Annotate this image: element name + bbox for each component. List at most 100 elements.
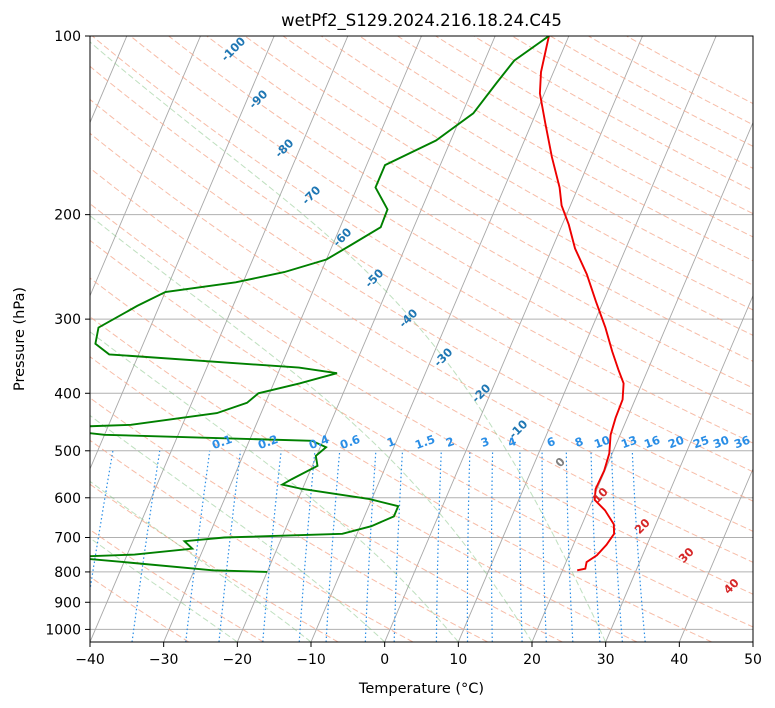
mixing-ratio-label: 1 — [385, 434, 397, 450]
mixing-ratio-line — [218, 450, 242, 642]
y-tick-label: 400 — [54, 386, 81, 402]
y-tick-label: 700 — [54, 531, 81, 547]
dry-adiabat — [90, 65, 753, 473]
moist-adiabat — [90, 215, 533, 642]
dry-adiabat-label: -30 — [431, 345, 456, 370]
mixing-ratio-label: 16 — [642, 433, 662, 452]
mixing-ratio-line — [610, 450, 623, 642]
dry-adiabat — [320, 36, 753, 286]
isotherm-line — [90, 36, 349, 642]
mixing-ratio-label: 1.5 — [413, 432, 437, 452]
x-tick-label: 40 — [670, 652, 688, 668]
x-tick-label: 20 — [523, 652, 541, 668]
mixing-ratio-label: 25 — [691, 433, 711, 452]
y-tick-label: 800 — [54, 565, 81, 581]
mixing-ratio-label: 6 — [545, 434, 557, 450]
isotherm-line — [752, 640, 753, 642]
mixing-ratio-label: 0.4 — [307, 432, 331, 452]
x-tick-label: −20 — [223, 652, 253, 668]
y-tick-label: 900 — [54, 595, 81, 611]
dry-adiabat — [90, 529, 264, 642]
mixing-ratio-label: 0.2 — [256, 432, 280, 452]
dry-adiabat-label: -100 — [218, 34, 248, 64]
dry-adiabat-label: -40 — [396, 306, 421, 331]
y-tick-label: 1000 — [45, 622, 81, 638]
dry-adiabat — [90, 167, 753, 563]
dry-adiabat — [549, 36, 753, 147]
isotherm-line — [90, 36, 201, 297]
dry-adiabat — [90, 397, 488, 642]
temperature-line — [538, 36, 625, 572]
mixing-ratio-line — [490, 450, 494, 642]
dry-adiabat — [130, 36, 753, 416]
mixing-ratio-line — [131, 450, 161, 642]
moist-adiabat-label: 10 — [590, 485, 611, 506]
mixing-ratio-label: 8 — [573, 434, 585, 450]
isotherm-line — [457, 36, 717, 642]
y-tick-label: 600 — [54, 491, 81, 507]
dry-adiabat-label: -70 — [299, 183, 324, 208]
moist-adiabat-label: 40 — [721, 576, 742, 597]
dry-adiabat — [435, 36, 753, 215]
y-tick-label: 100 — [54, 29, 81, 45]
y-tick-label: 300 — [54, 312, 81, 328]
x-tick-label: −10 — [296, 652, 326, 668]
y-tick-label: 500 — [54, 444, 81, 460]
mixing-ratio-label: 13 — [619, 433, 639, 452]
y-axis-label: Pressure (hPa) — [12, 287, 28, 391]
x-tick-label: −30 — [149, 652, 179, 668]
mixing-ratio-label: 30 — [711, 433, 731, 452]
isotherm-line — [163, 36, 422, 642]
mixing-ratio-line — [298, 450, 316, 642]
dry-adiabat — [90, 132, 753, 532]
x-tick-label: 50 — [744, 652, 762, 668]
isotherm-line — [605, 294, 753, 642]
dry-adiabat-label: -80 — [272, 136, 297, 161]
isotherm-line — [531, 121, 753, 642]
dry-adiabat — [473, 36, 753, 192]
dry-adiabat — [91, 36, 753, 444]
dry-adiabat — [90, 98, 753, 502]
moist-adiabat — [90, 537, 238, 642]
moist-adiabat — [90, 480, 312, 642]
dry-adiabat — [90, 277, 712, 642]
mixing-ratio-label: 10 — [592, 433, 612, 452]
isotherm-line — [678, 467, 753, 642]
moist-adiabat — [90, 41, 607, 642]
dry-adiabat — [90, 356, 563, 642]
dry-adiabat — [397, 36, 753, 238]
mixing-ratio-label: 2 — [444, 434, 456, 450]
moist-adiabat — [90, 414, 386, 642]
mixing-ratio-line — [90, 450, 114, 594]
x-tick-label: 10 — [449, 652, 467, 668]
mixing-ratio-line — [590, 450, 601, 642]
moist-adiabat-label: 20 — [632, 516, 653, 537]
moist-adiabat-label: 30 — [676, 545, 697, 566]
mixing-ratio-line — [565, 450, 574, 642]
dry-adiabat — [282, 36, 753, 311]
dry-adiabat-label: -50 — [362, 266, 387, 291]
isotherm-line — [384, 36, 643, 642]
mixing-ratio-label: 3 — [479, 434, 491, 450]
x-tick-label: −40 — [75, 652, 105, 668]
dry-adiabat — [359, 36, 753, 262]
x-axis-label: Temperature (°C) — [358, 681, 484, 697]
isotherm-line — [236, 36, 496, 642]
dry-adiabat — [511, 36, 753, 169]
mixing-ratio-label: 20 — [666, 433, 686, 452]
dry-adiabat — [90, 316, 638, 642]
x-tick-label: 30 — [597, 652, 615, 668]
plot-frame — [89, 35, 754, 643]
mixing-ratio-line — [185, 450, 211, 642]
dry-adiabat — [168, 36, 753, 389]
plot-area — [90, 36, 753, 642]
moist-adiabat — [90, 331, 459, 642]
dry-adiabat — [244, 36, 753, 336]
dry-adiabat — [90, 239, 753, 628]
mixing-ratio-line — [519, 450, 523, 642]
y-tick-label: 200 — [54, 208, 81, 224]
mixing-ratio-line — [364, 450, 377, 642]
dewpoint-line — [90, 36, 550, 573]
